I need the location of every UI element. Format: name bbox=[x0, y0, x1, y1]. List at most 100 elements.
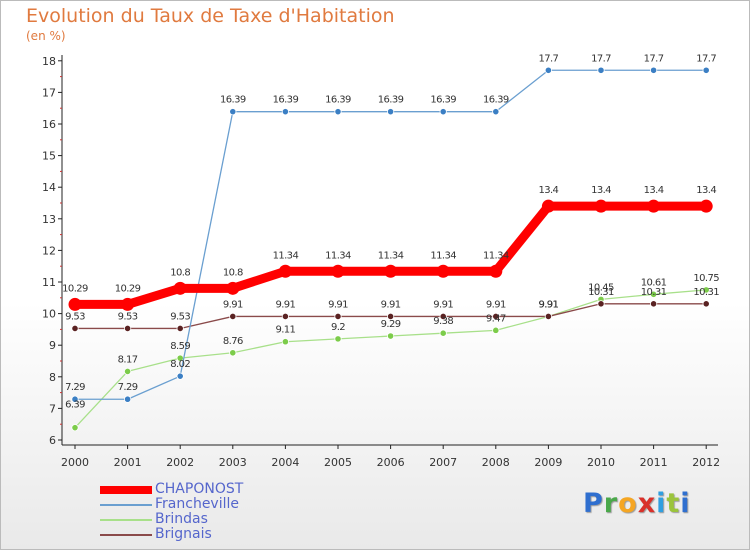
data-point-brindas bbox=[492, 326, 500, 334]
data-point-chaponost bbox=[699, 199, 713, 213]
data-label-chaponost: 13.4 bbox=[644, 185, 664, 196]
data-label-brindas: 9.38 bbox=[433, 316, 453, 327]
data-point-francheville bbox=[229, 108, 237, 116]
data-label-francheville: 7.29 bbox=[65, 382, 85, 393]
data-point-francheville bbox=[649, 66, 658, 74]
x-tick-label: 2000 bbox=[61, 456, 89, 469]
data-point-brignais bbox=[124, 324, 132, 333]
logo-letter: x bbox=[637, 488, 657, 519]
y-tick-label: 6 bbox=[49, 434, 56, 447]
legend-swatch-brignais bbox=[100, 534, 152, 536]
y-tick-label: 9 bbox=[49, 339, 56, 352]
x-tick-label: 2012 bbox=[692, 456, 720, 469]
data-label-brindas: 10.75 bbox=[693, 273, 719, 284]
legend-swatch-brindas bbox=[100, 519, 152, 521]
legend-swatch-chaponost bbox=[100, 486, 152, 494]
data-label-brignais: 9.91 bbox=[486, 299, 506, 310]
logo-letter: i bbox=[656, 488, 667, 519]
data-label-brindas: 9.91 bbox=[538, 299, 558, 310]
data-label-chaponost: 13.4 bbox=[591, 185, 611, 196]
data-label-brignais: 9.53 bbox=[118, 311, 138, 322]
data-label-brignais: 9.53 bbox=[170, 311, 190, 322]
data-point-francheville bbox=[702, 66, 710, 74]
data-point-brignais bbox=[492, 312, 500, 321]
data-label-brignais: 10.31 bbox=[641, 287, 667, 298]
data-point-chaponost bbox=[68, 297, 82, 311]
x-tick-label: 2008 bbox=[482, 456, 510, 469]
logo-letter: i bbox=[680, 488, 691, 519]
y-tick-label: 13 bbox=[42, 213, 56, 226]
y-tick-label: 17 bbox=[42, 86, 56, 99]
data-label-brindas: 8.59 bbox=[170, 341, 190, 352]
data-label-francheville: 16.39 bbox=[325, 95, 351, 106]
data-point-brindas bbox=[124, 367, 132, 376]
y-tick-label: 8 bbox=[49, 371, 56, 384]
x-tick-label: 2011 bbox=[640, 456, 668, 469]
data-point-chaponost bbox=[489, 264, 503, 278]
data-point-chaponost bbox=[436, 264, 450, 278]
data-point-chaponost bbox=[278, 264, 292, 278]
data-label-chaponost: 10.8 bbox=[223, 267, 243, 278]
data-label-francheville: 16.39 bbox=[378, 95, 404, 106]
data-label-chaponost: 13.4 bbox=[696, 185, 716, 196]
data-point-francheville bbox=[124, 395, 132, 403]
data-point-brignais bbox=[71, 324, 79, 333]
logo-letter: r bbox=[603, 488, 619, 519]
data-label-brignais: 10.31 bbox=[588, 287, 614, 298]
data-point-francheville bbox=[71, 395, 79, 403]
data-label-francheville: 17.7 bbox=[538, 53, 558, 64]
data-label-chaponost: 13.4 bbox=[538, 185, 558, 196]
data-label-francheville: 17.7 bbox=[644, 53, 664, 64]
data-point-francheville bbox=[386, 108, 395, 116]
data-point-francheville bbox=[492, 108, 500, 116]
data-point-francheville bbox=[544, 66, 553, 74]
data-label-brindas: 9.2 bbox=[331, 322, 345, 333]
data-point-brindas bbox=[281, 338, 289, 346]
legend-label-brignais: Brignais bbox=[155, 526, 212, 542]
data-label-francheville: 17.7 bbox=[591, 53, 611, 64]
y-tick-label: 18 bbox=[42, 55, 56, 68]
data-point-brindas bbox=[386, 332, 395, 340]
y-tick-label: 14 bbox=[42, 181, 56, 194]
legend-label-chaponost: CHAPONOST bbox=[155, 481, 244, 497]
data-point-francheville bbox=[439, 108, 447, 116]
data-label-brignais: 9.91 bbox=[381, 299, 401, 310]
x-tick-label: 2010 bbox=[587, 456, 615, 469]
data-point-brindas bbox=[229, 349, 237, 357]
data-label-brindas: 9.47 bbox=[486, 313, 506, 324]
data-label-chaponost: 10.8 bbox=[170, 267, 190, 278]
data-point-chaponost bbox=[647, 199, 661, 213]
data-point-brindas bbox=[649, 290, 658, 298]
data-label-brignais: 9.91 bbox=[328, 299, 348, 310]
data-label-brignais: 9.53 bbox=[65, 311, 85, 322]
data-label-chaponost: 10.29 bbox=[115, 283, 141, 294]
x-tick-label: 2009 bbox=[534, 456, 562, 469]
data-point-brignais bbox=[334, 312, 342, 321]
x-tick-label: 2002 bbox=[166, 456, 194, 469]
data-point-chaponost bbox=[173, 281, 187, 295]
data-label-chaponost: 11.34 bbox=[378, 250, 404, 261]
data-point-brindas bbox=[439, 329, 447, 337]
data-label-brindas: 9.11 bbox=[275, 325, 295, 336]
x-tick-label: 2001 bbox=[114, 456, 142, 469]
data-point-brignais bbox=[439, 312, 447, 321]
data-label-brignais: 10.31 bbox=[693, 287, 719, 298]
data-point-brindas bbox=[71, 424, 79, 432]
legend-label-francheville: Francheville bbox=[155, 496, 239, 512]
data-label-francheville: 8.02 bbox=[170, 359, 190, 370]
data-point-brignais bbox=[544, 312, 553, 321]
x-tick-label: 2007 bbox=[429, 456, 457, 469]
data-point-chaponost bbox=[121, 297, 135, 311]
data-point-francheville bbox=[597, 66, 605, 74]
data-point-chaponost bbox=[226, 281, 240, 295]
data-label-francheville: 16.39 bbox=[483, 95, 509, 106]
data-label-francheville: 16.39 bbox=[273, 95, 299, 106]
data-label-brignais: 9.91 bbox=[433, 299, 453, 310]
data-point-brindas bbox=[702, 286, 710, 294]
data-label-francheville: 17.7 bbox=[696, 53, 716, 64]
data-label-brignais: 9.91 bbox=[538, 299, 558, 310]
data-point-brignais bbox=[386, 312, 395, 321]
data-point-francheville bbox=[334, 108, 342, 116]
y-tick-label: 15 bbox=[42, 150, 56, 163]
